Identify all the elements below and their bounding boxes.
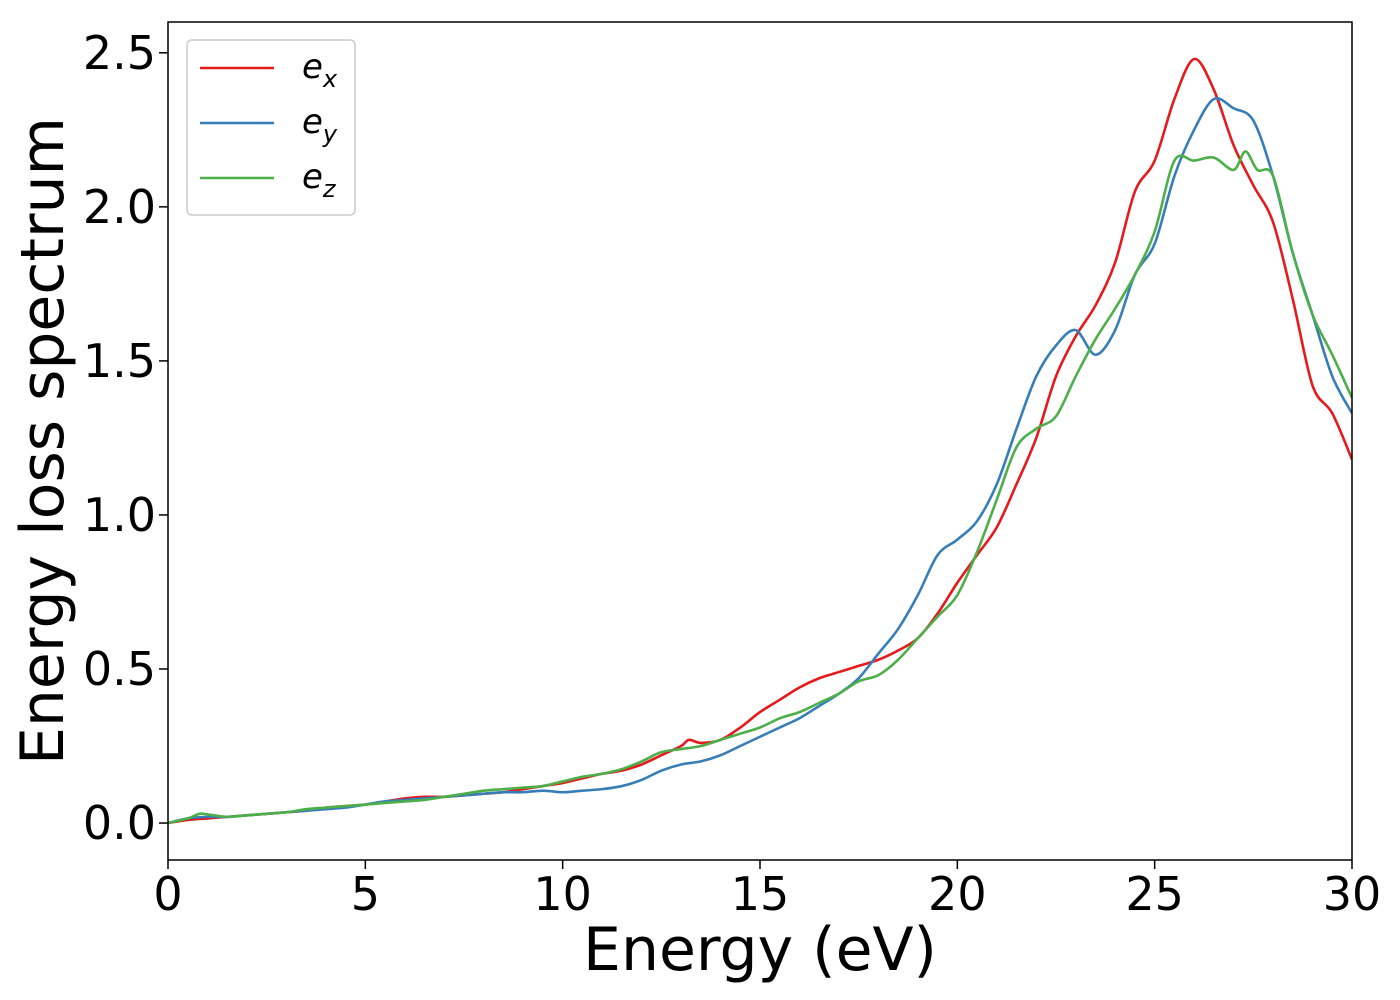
y-tick-label: 2.0 [83,180,156,234]
legend-frame [186,39,356,216]
x-tick-label: 30 [1323,867,1382,921]
tick-layer: 0 5 10 15 20 25 30 0.0 0.5 1.0 1.5 2.0 2.5 [83,26,1381,921]
x-tick-label: 10 [533,867,592,921]
y-axis-title: Energy loss spectrum [8,117,78,765]
y-tick-label: 1.5 [83,334,156,388]
x-tick-label: 5 [351,867,380,921]
y-tick-label: 0.0 [83,796,156,850]
x-tick-label: 20 [928,867,987,921]
series-layer [168,57,1352,825]
y-tick-label: 2.5 [83,26,156,80]
y-tick-label: 0.5 [83,642,156,696]
x-tick-label: 15 [731,867,790,921]
x-tick-label: 25 [1125,867,1184,921]
x-tick-label: 0 [153,867,182,921]
y-tick-label: 1.0 [83,488,156,542]
x-axis-title: Energy (eV) [583,915,937,985]
series-line-e-z [168,150,1352,825]
